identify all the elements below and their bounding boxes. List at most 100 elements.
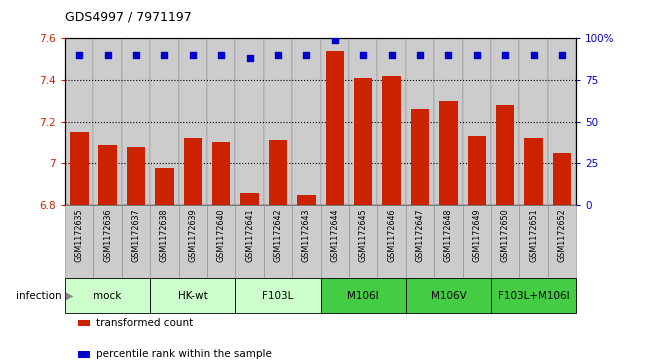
Bar (122, 205, 150, 278)
Bar (70, 132, 89, 205)
Bar (65, 38, 94, 205)
Bar (207, 205, 236, 278)
Point (358, 52, 368, 58)
Bar (467, 136, 486, 205)
Bar (406, 205, 434, 278)
Bar (326, 50, 344, 205)
Bar (354, 78, 372, 205)
Point (443, 52, 454, 58)
Point (187, 52, 198, 58)
Bar (240, 192, 259, 205)
Text: GSM1172640: GSM1172640 (217, 209, 226, 262)
Text: mock: mock (94, 291, 122, 301)
Bar (150, 278, 236, 313)
Bar (236, 205, 264, 278)
Bar (320, 205, 349, 278)
Bar (378, 38, 406, 205)
Bar (122, 38, 150, 205)
Bar (292, 38, 320, 205)
Bar (463, 38, 491, 205)
Text: GDS4997 / 7971197: GDS4997 / 7971197 (65, 11, 192, 24)
Text: HK-wt: HK-wt (178, 291, 208, 301)
Text: GSM1172649: GSM1172649 (472, 209, 481, 262)
Bar (236, 278, 320, 313)
Point (74, 52, 85, 58)
Point (329, 37, 340, 43)
Bar (212, 143, 230, 205)
Bar (553, 153, 571, 205)
Text: GSM1172645: GSM1172645 (359, 209, 368, 262)
Bar (496, 105, 514, 205)
Point (471, 52, 482, 58)
Bar (491, 278, 576, 313)
Bar (178, 205, 207, 278)
Text: GSM1172651: GSM1172651 (529, 209, 538, 262)
Bar (349, 38, 378, 205)
Bar (150, 205, 178, 278)
Bar (320, 38, 349, 205)
Point (500, 52, 510, 58)
Text: infection: infection (16, 291, 62, 301)
Bar (264, 38, 292, 205)
Text: GSM1172648: GSM1172648 (444, 209, 453, 262)
Text: M106I: M106I (348, 291, 379, 301)
Bar (519, 38, 547, 205)
Bar (547, 38, 576, 205)
Point (415, 52, 425, 58)
Bar (434, 205, 463, 278)
Text: GSM1172636: GSM1172636 (104, 209, 112, 262)
Bar (65, 278, 150, 313)
Bar (382, 76, 401, 205)
Bar (378, 205, 406, 278)
Bar (406, 278, 491, 313)
Bar (491, 38, 519, 205)
Text: F103L: F103L (262, 291, 294, 301)
Bar (406, 38, 434, 205)
Point (216, 52, 227, 58)
Text: GSM1172646: GSM1172646 (387, 209, 396, 262)
Point (301, 52, 312, 58)
Text: ▶: ▶ (66, 291, 74, 301)
Point (529, 52, 539, 58)
Text: GSM1172639: GSM1172639 (188, 209, 197, 262)
Text: GSM1172652: GSM1172652 (557, 209, 566, 262)
Text: GSM1172650: GSM1172650 (501, 209, 510, 262)
Text: GSM1172635: GSM1172635 (75, 209, 84, 262)
Bar (519, 205, 547, 278)
Point (244, 55, 255, 61)
Text: GSM1172643: GSM1172643 (302, 209, 311, 262)
Bar (94, 38, 122, 205)
Bar (463, 205, 491, 278)
Bar (98, 144, 117, 205)
Text: GSM1172637: GSM1172637 (132, 209, 141, 262)
Point (557, 52, 567, 58)
Bar (547, 205, 576, 278)
Bar (411, 109, 429, 205)
Bar (439, 101, 458, 205)
Bar (155, 167, 174, 205)
Bar (292, 205, 320, 278)
Text: transformed count: transformed count (96, 318, 193, 328)
Bar (94, 205, 122, 278)
Bar (65, 205, 94, 278)
Text: GSM1172641: GSM1172641 (245, 209, 254, 262)
Bar (207, 38, 236, 205)
Bar (524, 138, 543, 205)
Text: GSM1172647: GSM1172647 (415, 209, 424, 262)
Text: percentile rank within the sample: percentile rank within the sample (96, 349, 272, 359)
Bar (127, 147, 145, 205)
Text: GSM1172642: GSM1172642 (273, 209, 283, 262)
Point (102, 52, 113, 58)
Bar (236, 38, 264, 205)
Bar (298, 195, 316, 205)
Bar (178, 38, 207, 205)
Bar (434, 38, 463, 205)
Bar (491, 205, 519, 278)
Bar (269, 140, 287, 205)
Point (387, 52, 397, 58)
Bar (150, 38, 178, 205)
Text: F103L+M106I: F103L+M106I (498, 291, 570, 301)
Text: M106V: M106V (430, 291, 466, 301)
Point (131, 52, 141, 58)
Bar (320, 278, 406, 313)
